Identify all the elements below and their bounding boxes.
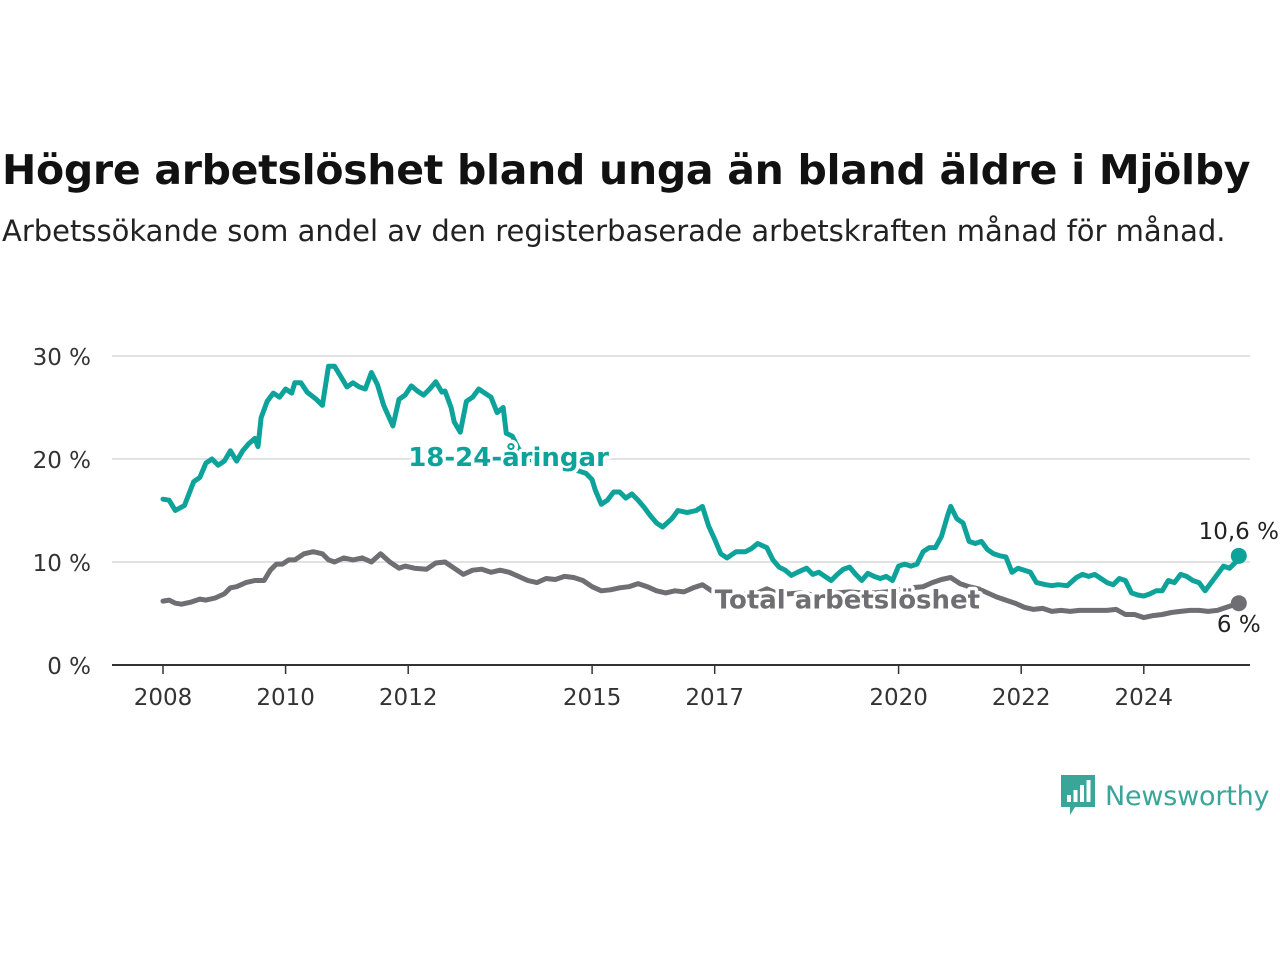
- y-tick-label: 0 %: [47, 654, 91, 680]
- bar-chart-speech-bubble-icon: [1061, 775, 1095, 815]
- series-labels: 18-24-åringar Total arbetslöshet 10,6 % 6 %: [405, 438, 1280, 642]
- series-end-point-0: [1230, 547, 1247, 564]
- gridlines: [112, 355, 1250, 563]
- y-tick-label: 30 %: [33, 345, 91, 371]
- x-tick-label: 2012: [379, 685, 438, 711]
- x-axis-ticks: 2008 2010 2012 2015 2017 2020 2022 2024: [134, 665, 1173, 711]
- x-tick-label: 2010: [256, 685, 315, 711]
- end-value-label-youth: 10,6 %: [1199, 519, 1279, 545]
- y-tick-label: 10 %: [33, 551, 91, 577]
- x-tick-label: 2024: [1115, 685, 1174, 711]
- series-name-label-total: Total arbetslöshet: [715, 585, 980, 615]
- x-tick-label: 2022: [992, 685, 1051, 711]
- x-tick-label: 2008: [134, 685, 193, 711]
- series-lines: [160, 363, 1247, 621]
- end-value-label-total: 6 %: [1217, 612, 1261, 638]
- brand-logo[interactable]: Newsworthy: [1059, 773, 1270, 819]
- x-tick-label: 2017: [685, 685, 744, 711]
- chart-subtitle: Arbetssökande som andel av den registerb…: [2, 214, 1226, 248]
- series-end-point-1: [1230, 595, 1247, 612]
- series-name-label-youth: 18-24-åringar: [408, 441, 609, 473]
- chart-title: Högre arbetslöshet bland unga än bland ä…: [2, 146, 1251, 194]
- series-line-1: [160, 549, 1242, 621]
- x-tick-label: 2020: [869, 685, 928, 711]
- x-tick-label: 2015: [563, 685, 622, 711]
- y-axis-ticks: 0 % 10 % 20 % 30 %: [33, 345, 91, 680]
- series-line-0: [160, 363, 1242, 599]
- y-tick-label: 20 %: [33, 448, 91, 474]
- brand-name: Newsworthy: [1105, 780, 1270, 812]
